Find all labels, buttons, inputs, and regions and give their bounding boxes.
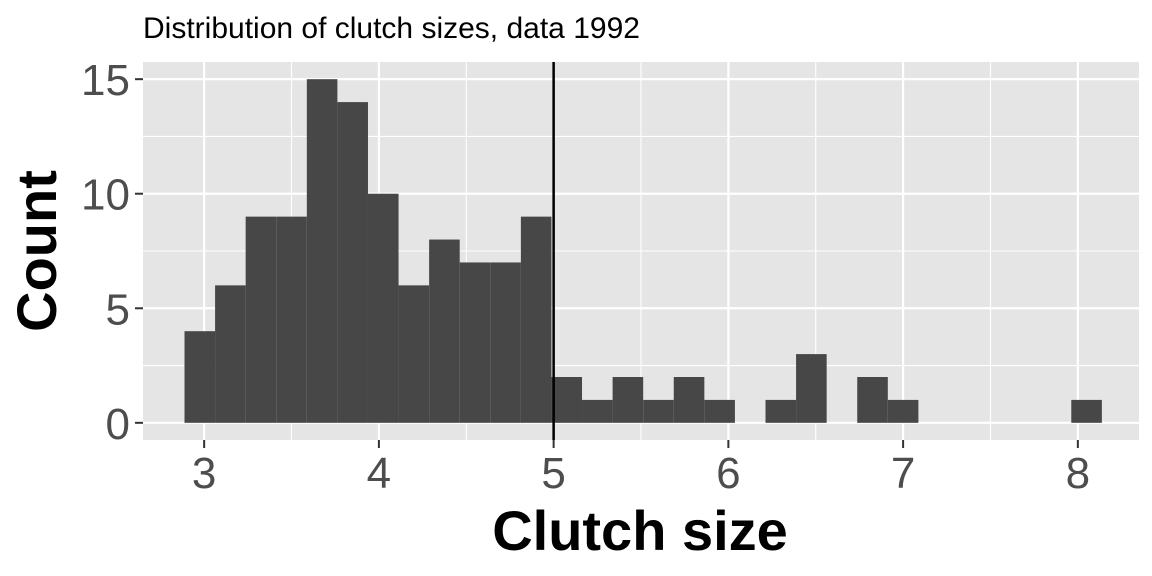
y-axis-title: Count	[5, 170, 68, 332]
histogram-bar	[612, 377, 644, 423]
histogram-bar	[520, 216, 552, 423]
histogram-bar	[765, 399, 797, 423]
histogram-bar	[276, 216, 307, 423]
x-tick-label: 6	[716, 449, 740, 498]
x-axis-title: Clutch size	[492, 499, 788, 562]
y-tick-label: 5	[106, 285, 130, 334]
histogram-bar	[551, 377, 583, 423]
histogram-bar	[643, 399, 674, 423]
x-tick-label: 3	[192, 449, 216, 498]
histogram-bar	[857, 377, 888, 423]
histogram-bar	[398, 285, 430, 423]
x-tick-label: 4	[367, 449, 391, 498]
histogram-bar	[459, 262, 491, 423]
x-tick-label: 7	[891, 449, 915, 498]
x-tick-label: 8	[1066, 449, 1090, 498]
y-tick-label: 10	[81, 171, 130, 220]
histogram-bar	[887, 399, 919, 423]
x-tick-label: 5	[541, 449, 565, 498]
histogram-bar	[429, 239, 460, 423]
histogram-bar	[337, 102, 368, 423]
histogram-bar	[490, 262, 521, 423]
histogram-bar	[673, 377, 705, 423]
histogram-bar	[184, 331, 216, 423]
y-axis: 0 5 10 15	[81, 56, 143, 449]
histogram-bar	[215, 285, 246, 423]
x-axis: 3 4 5 6 7 8	[192, 440, 1090, 498]
histogram-bars	[184, 79, 1102, 423]
chart-title: Distribution of clutch sizes, data 1992	[143, 12, 640, 45]
histogram-bar	[245, 216, 277, 423]
histogram-bar	[367, 193, 399, 423]
histogram-bar	[704, 399, 735, 423]
y-tick-label: 0	[106, 400, 130, 449]
y-tick-label: 15	[81, 56, 130, 105]
histogram-bar	[1071, 399, 1102, 423]
histogram-bar	[306, 79, 338, 423]
histogram-bar	[582, 399, 613, 423]
histogram-bar	[796, 354, 827, 423]
